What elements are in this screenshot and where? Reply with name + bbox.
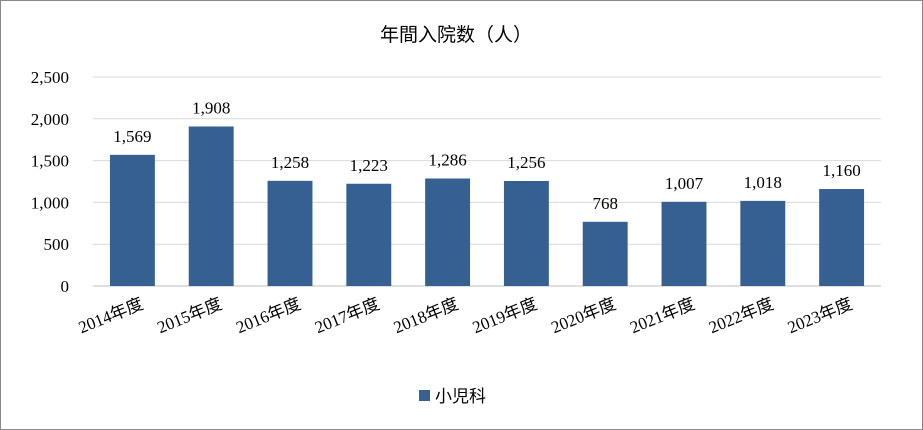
x-tick-label: 2020年度 bbox=[549, 294, 619, 337]
y-tick-label: 1,500 bbox=[31, 152, 69, 171]
x-tick-label: 2014年度 bbox=[76, 294, 146, 337]
bar bbox=[503, 180, 549, 286]
data-label: 1,256 bbox=[507, 153, 545, 172]
x-tick-label: 2017年度 bbox=[312, 294, 382, 337]
legend: 小児科 bbox=[419, 387, 486, 407]
bars bbox=[109, 126, 865, 286]
bar bbox=[425, 178, 471, 286]
bar bbox=[819, 189, 865, 286]
bar bbox=[582, 221, 628, 286]
data-label: 1,908 bbox=[192, 98, 230, 117]
x-tick-label: 2022年度 bbox=[706, 294, 776, 337]
bar bbox=[740, 200, 786, 286]
data-label: 1,223 bbox=[350, 156, 388, 175]
data-labels: 1,569 1,908 1,258 1,223 1,286 1,256 768 1,007 1,… bbox=[113, 98, 860, 212]
data-label: 1,258 bbox=[271, 153, 309, 172]
data-label: 1,007 bbox=[665, 174, 704, 193]
y-axis-ticks: 0 500 1,000 1,500 2,000 2,500 bbox=[31, 68, 69, 296]
y-tick-label: 0 bbox=[61, 277, 70, 296]
data-label: 1,160 bbox=[822, 161, 860, 180]
x-tick-label: 2015年度 bbox=[155, 294, 225, 337]
bar bbox=[661, 201, 707, 286]
data-label: 768 bbox=[592, 194, 618, 213]
x-tick-label: 2023年度 bbox=[785, 294, 855, 337]
data-label: 1,286 bbox=[428, 150, 466, 169]
y-tick-label: 1,000 bbox=[31, 193, 69, 212]
legend-swatch bbox=[419, 390, 430, 401]
legend-label: 小児科 bbox=[435, 387, 486, 407]
x-tick-label: 2021年度 bbox=[627, 294, 697, 337]
bar bbox=[188, 126, 234, 286]
y-tick-label: 2,000 bbox=[31, 110, 69, 129]
data-label: 1,018 bbox=[744, 173, 782, 192]
data-label: 1,569 bbox=[113, 127, 151, 146]
y-tick-label: 2,500 bbox=[31, 68, 69, 87]
x-axis-ticks: 2014年度 2015年度 2016年度 2017年度 2018年度 2019年度 2020… bbox=[76, 294, 855, 337]
y-tick-label: 500 bbox=[44, 235, 70, 254]
chart-title: 年間入院数（人） bbox=[380, 24, 532, 46]
x-tick-label: 2016年度 bbox=[233, 294, 303, 337]
x-tick-label: 2019年度 bbox=[470, 294, 540, 337]
bar bbox=[267, 180, 313, 286]
x-tick-label: 2018年度 bbox=[391, 294, 461, 337]
bar bbox=[346, 183, 392, 286]
bar bbox=[109, 154, 155, 286]
